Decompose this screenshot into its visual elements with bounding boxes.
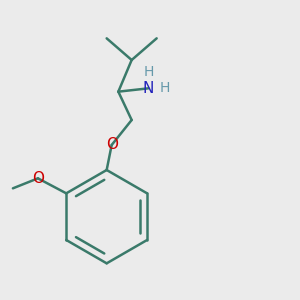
Text: H: H (159, 81, 169, 95)
Text: N: N (142, 81, 154, 96)
Text: O: O (106, 137, 118, 152)
Text: H: H (143, 65, 154, 79)
Text: O: O (32, 171, 44, 186)
